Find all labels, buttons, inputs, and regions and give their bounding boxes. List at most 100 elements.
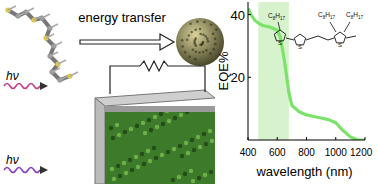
device-particle — [167, 119, 171, 123]
nanocrystal-atom — [186, 38, 189, 41]
device-particle — [128, 158, 132, 162]
y-tick — [248, 77, 251, 78]
chain-bonds — [278, 22, 350, 32]
device-particle — [178, 144, 182, 148]
nanocrystal-atom — [199, 33, 202, 36]
device-particle — [135, 124, 139, 128]
nanocrystal-atom — [190, 31, 193, 34]
light-arrowhead — [40, 166, 48, 174]
device-particle — [154, 156, 158, 160]
device-particle — [160, 153, 164, 157]
nanocrystal-atom — [184, 51, 187, 54]
nanocrystal-atom — [212, 48, 215, 51]
device-particle — [184, 141, 188, 145]
structure: SSSC8H17C8H17C8H17 — [268, 11, 363, 50]
device-particle — [190, 138, 194, 142]
nanocrystal-atom — [181, 45, 184, 48]
nanocrystal-atom — [210, 23, 213, 26]
device-active-layer — [105, 106, 215, 184]
side-chain-label: C8H17 — [318, 11, 335, 20]
polymer-sidechain — [58, 60, 66, 64]
polymer-sidechain — [42, 14, 50, 18]
device-particle — [153, 115, 157, 119]
polymer-sidechain — [46, 34, 54, 38]
atom-label: S — [338, 42, 342, 48]
x-tick — [248, 137, 249, 140]
nanocrystal-atom — [207, 40, 210, 43]
y-tick-label: 40 — [231, 8, 245, 23]
device-particle — [202, 132, 206, 136]
x-tick-label: 1200 — [350, 147, 373, 158]
device-particle — [124, 171, 128, 175]
nanocrystal-atom — [194, 37, 197, 40]
nanocrystal-atom — [212, 32, 215, 35]
nanocrystal-atom — [206, 37, 209, 40]
device-particle — [115, 123, 119, 127]
x-tick — [306, 137, 307, 140]
nanocrystal-atom — [205, 49, 208, 52]
nanocrystal-atom — [194, 58, 197, 61]
polymer-sidechain — [54, 42, 62, 46]
polymer-sidechain — [70, 72, 78, 76]
polymer-sidechain — [60, 76, 68, 80]
device — [95, 61, 215, 184]
formula-part: 17 — [358, 15, 364, 20]
device-particle — [186, 151, 190, 155]
plot-area — [248, 2, 365, 140]
side-chain-label: C8H17 — [268, 12, 285, 21]
device-particle — [155, 125, 159, 129]
nanocrystal-atom — [188, 55, 191, 58]
nanocrystal-atom — [203, 21, 206, 24]
x-tick-label: 600 — [269, 147, 286, 158]
device-particle — [192, 148, 196, 152]
device-particle — [179, 113, 183, 117]
device-particle — [141, 121, 145, 125]
device-particle — [189, 169, 193, 173]
device-resistor — [140, 61, 170, 71]
nanocrystal-atom — [195, 50, 198, 53]
device-particle — [142, 162, 146, 166]
polymer-sidechain — [50, 24, 58, 28]
device-particle — [112, 177, 116, 181]
nanocrystal-atom — [199, 28, 202, 31]
x-tick-label: 400 — [240, 147, 257, 158]
device-particle — [203, 173, 207, 177]
side-chain-label: C8H17 — [346, 11, 363, 20]
nanocrystal-atom — [198, 51, 201, 54]
device-particle — [146, 149, 150, 153]
device-particle — [117, 133, 121, 137]
nanocrystal-atom — [215, 28, 218, 31]
device-electrode — [105, 106, 215, 112]
y-axis — [248, 2, 249, 140]
device-particle — [208, 129, 212, 133]
light-label: hν — [6, 153, 19, 167]
device-particle — [148, 159, 152, 163]
nanocrystal-atom — [214, 37, 217, 40]
device-particle — [173, 116, 177, 120]
device-particle — [149, 128, 153, 132]
device-particle — [140, 152, 144, 156]
device-particle — [172, 147, 176, 151]
x-tick — [277, 137, 278, 140]
diagram-title: energy transfer — [78, 10, 166, 25]
polymer-sidechain — [50, 52, 58, 56]
device-particle — [130, 168, 134, 172]
light-arrowhead — [40, 82, 48, 90]
device-particle — [110, 167, 114, 171]
nanocrystal-atom — [202, 51, 205, 54]
device-particle — [180, 154, 184, 158]
nanocrystal-atom — [196, 20, 199, 23]
device-particle — [166, 150, 170, 154]
device-particle — [191, 179, 195, 183]
y-tick — [248, 14, 251, 15]
x-axis-label: wavelength (nm) — [255, 164, 352, 179]
device-particle — [198, 145, 202, 149]
device-particle — [196, 135, 200, 139]
device-particle — [159, 112, 163, 116]
nanocrystal-atom — [200, 43, 203, 46]
x-tick-label: 800 — [298, 147, 315, 158]
nanocrystal-atom — [214, 43, 217, 46]
bonds — [286, 36, 356, 40]
polymer-sidechain — [8, 6, 16, 10]
device-particle — [183, 172, 187, 176]
